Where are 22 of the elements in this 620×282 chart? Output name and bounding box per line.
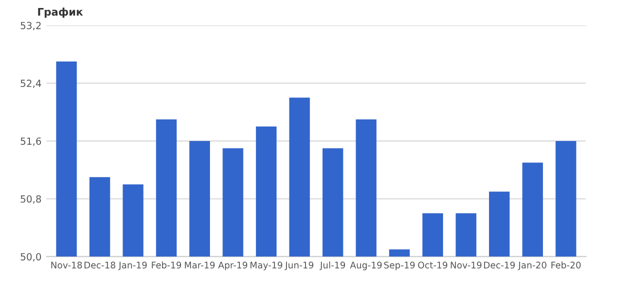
y-tick-label: 53,2 xyxy=(20,22,41,30)
x-tick-label: Jan-19 xyxy=(118,262,147,270)
chart-title: График xyxy=(38,8,83,18)
x-tick-label: Feb-19 xyxy=(152,261,182,268)
x-tick-label: Jul-19 xyxy=(320,261,346,270)
x-tick-label: Nov-19 xyxy=(450,262,482,268)
x-tick-label: Jan-20 xyxy=(518,262,546,270)
x-tick-label: Dec-18 xyxy=(84,262,116,268)
y-tick-label: 50,0 xyxy=(20,253,41,262)
y-tick-label: 52,4 xyxy=(20,80,42,88)
x-tick-label: Sep-19 xyxy=(384,262,415,270)
x-tick-label: Oct-19 xyxy=(418,262,448,268)
x-tick-label: Nov-18 xyxy=(51,262,82,268)
y-tick-label: 50,8 xyxy=(20,195,41,204)
x-tick-label: Jun-19 xyxy=(284,262,314,270)
x-tick-label: Apr-19 xyxy=(218,262,248,270)
x-tick-label: Mar-19 xyxy=(184,262,215,268)
x-tick-label: Feb-20 xyxy=(551,261,581,268)
x-tick-label: May-19 xyxy=(250,262,282,270)
x-tick-label: Dec-19 xyxy=(484,262,515,268)
x-tick-label: Aug-19 xyxy=(350,262,382,270)
y-tick-label: 51,6 xyxy=(20,137,42,146)
